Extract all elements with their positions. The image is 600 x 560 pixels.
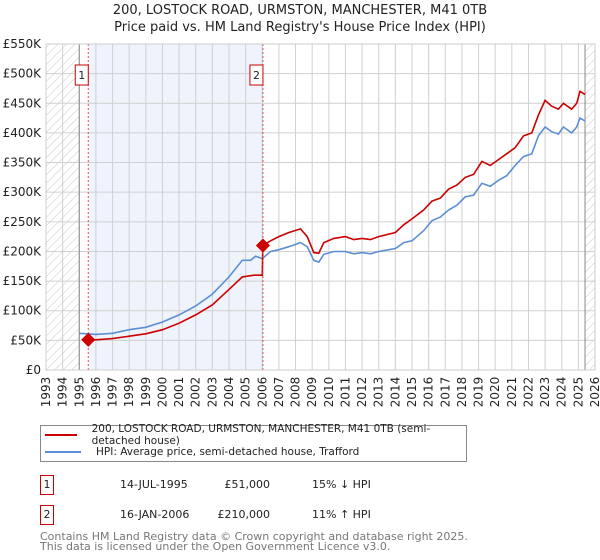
x-tick-label: 2021 (505, 377, 519, 408)
y-tick-label: £550K (3, 37, 43, 51)
sale-price: £51,000 (224, 478, 271, 491)
x-tick-label: 2001 (172, 377, 186, 408)
x-tick-label: 1994 (56, 377, 70, 408)
chart-subtitle: Price paid vs. HM Land Registry's House … (114, 20, 486, 35)
y-tick-label: £450K (3, 96, 43, 110)
x-tick-label: 2015 (405, 377, 419, 408)
x-tick-label: 2016 (422, 377, 436, 408)
x-tick-label: 1998 (122, 377, 136, 408)
chart-title: 200, LOSTOCK ROAD, URMSTON, MANCHESTER, … (112, 3, 488, 18)
x-tick-label: 1993 (39, 377, 53, 408)
x-tick-label: 2023 (538, 377, 552, 408)
y-tick-label: £200K (3, 244, 43, 258)
footer-licence: This data is licensed under the Open Gov… (40, 540, 391, 553)
no-data-hatch (585, 44, 595, 370)
legend-red-line (45, 434, 77, 436)
sale-label: 2 (253, 69, 260, 82)
y-tick-label: £300K (3, 185, 43, 199)
sale-label: 1 (78, 69, 85, 82)
legend-item-property: 200, LOSTOCK ROAD, URMSTON, MANCHESTER, … (41, 423, 466, 447)
x-tick-label: 2026 (588, 377, 600, 408)
x-tick-label: 2020 (488, 377, 502, 408)
x-tick-label: 2014 (388, 377, 402, 408)
x-tick-label: 2024 (555, 377, 569, 408)
sale-price: £210,000 (217, 508, 271, 521)
sale-label-box (74, 64, 89, 86)
legend-label: HPI: Average price, semi-detached house,… (96, 446, 360, 458)
sale-date: 14-JUL-1995 (120, 478, 188, 491)
sale-label-box (249, 64, 264, 86)
x-tick-label: 1999 (139, 377, 153, 408)
sale-point (81, 332, 96, 347)
legend: 200, LOSTOCK ROAD, URMSTON, MANCHESTER, … (40, 423, 467, 462)
x-tick-label: 2007 (272, 377, 286, 408)
x-tick-label: 1997 (106, 377, 120, 408)
y-tick-label: £400K (3, 126, 43, 140)
x-tick-label: 2022 (521, 377, 535, 408)
y-tick-label: £150K (3, 274, 43, 288)
footer-copyright: Contains HM Land Registry data © Crown c… (40, 530, 468, 543)
x-tick-label: 2004 (222, 377, 236, 408)
y-tick-label: £0 (26, 363, 41, 377)
x-tick-label: 2012 (355, 377, 369, 408)
sale-date: 16-JAN-2006 (120, 508, 190, 521)
legend-label: 200, LOSTOCK ROAD, URMSTON, MANCHESTER, … (91, 423, 431, 447)
x-tick-label: 2000 (155, 377, 169, 408)
x-tick-label: 2018 (455, 377, 469, 408)
sale-row: 1 14-JUL-1995 £51,000 15% ↓ HPI (40, 475, 440, 497)
x-tick-label: 1995 (72, 377, 86, 408)
sale-number-badge: 2 (40, 505, 54, 525)
sale-hpi-diff: 15% ↓ HPI (312, 478, 371, 491)
price-paid-line (88, 90, 586, 341)
x-tick-label: 2002 (189, 377, 203, 408)
x-tick-label: 2005 (239, 377, 253, 408)
legend-item-hpi: HPI: Average price, semi-detached house,… (41, 444, 359, 460)
x-tick-label: 2019 (472, 377, 486, 408)
hpi-line (79, 116, 586, 336)
x-tick-label: 2011 (338, 377, 352, 408)
x-tick-label: 2009 (305, 377, 319, 408)
y-tick-label: £100K (3, 304, 43, 318)
sale-hpi-diff: 11% ↑ HPI (312, 508, 371, 521)
x-tick-label: 2017 (438, 377, 452, 408)
sale-period-shading (88, 44, 263, 370)
y-tick-label: £500K (3, 67, 43, 81)
sale-row: 2 16-JAN-2006 £210,000 11% ↑ HPI (40, 505, 440, 527)
x-tick-label: 2006 (255, 377, 269, 408)
y-tick-label: £250K (3, 215, 43, 229)
sale-number-badge: 1 (40, 475, 54, 495)
x-tick-label: 2025 (571, 377, 585, 408)
y-tick-label: £350K (3, 156, 43, 170)
x-tick-label: 2008 (289, 377, 303, 408)
x-tick-label: 2003 (205, 377, 219, 408)
y-tick-label: £50K (10, 333, 42, 347)
legend-blue-line (45, 451, 81, 453)
plot-border (45, 43, 596, 371)
sale-point (255, 238, 271, 253)
x-tick-label: 2013 (372, 377, 386, 408)
x-tick-label: 2010 (322, 377, 336, 408)
x-tick-label: 1996 (89, 377, 103, 408)
